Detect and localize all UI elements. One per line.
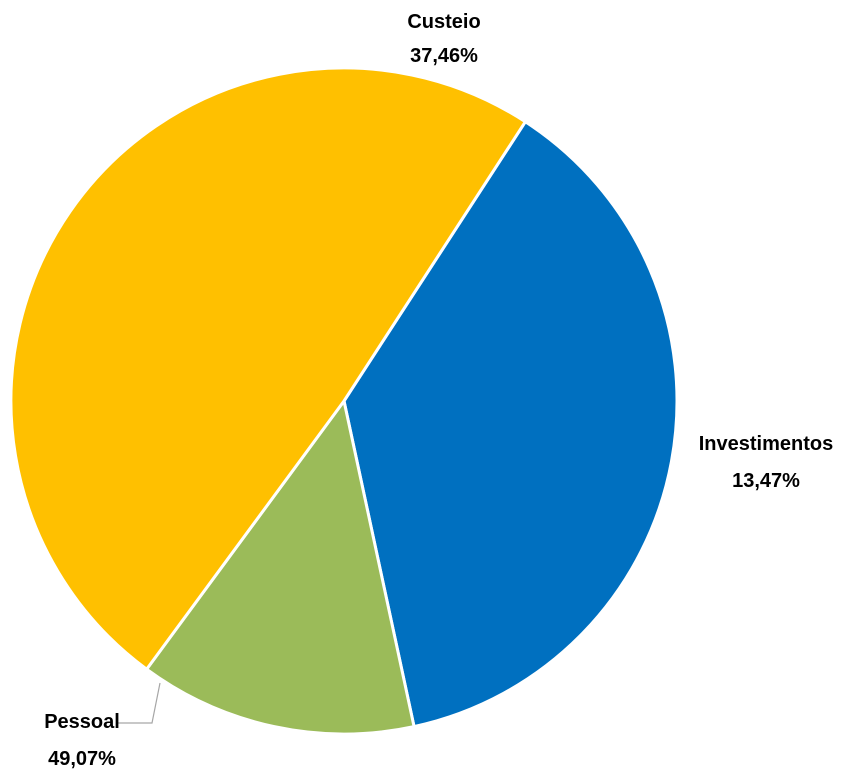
slice-label-pessoal: Pessoal	[44, 711, 120, 733]
leader-lines	[118, 682, 161, 724]
slice-value-pessoal: 49,07%	[48, 748, 116, 770]
slice-value-custeio: 37,46%	[410, 45, 478, 67]
pie-slices	[9, 66, 679, 736]
slice-value-investimentos: 13,47%	[732, 470, 800, 492]
slice-label-investimentos: Investimentos	[699, 433, 833, 455]
data-labels: Custeio 37,46% Investimentos 13,47% Pessoal 4…	[44, 11, 833, 770]
pie-slice-pessoal	[9, 66, 527, 671]
pie-slice-investimentos	[145, 399, 416, 736]
leader-line-pessoal	[118, 682, 161, 724]
slice-label-custeio: Custeio	[407, 11, 480, 33]
